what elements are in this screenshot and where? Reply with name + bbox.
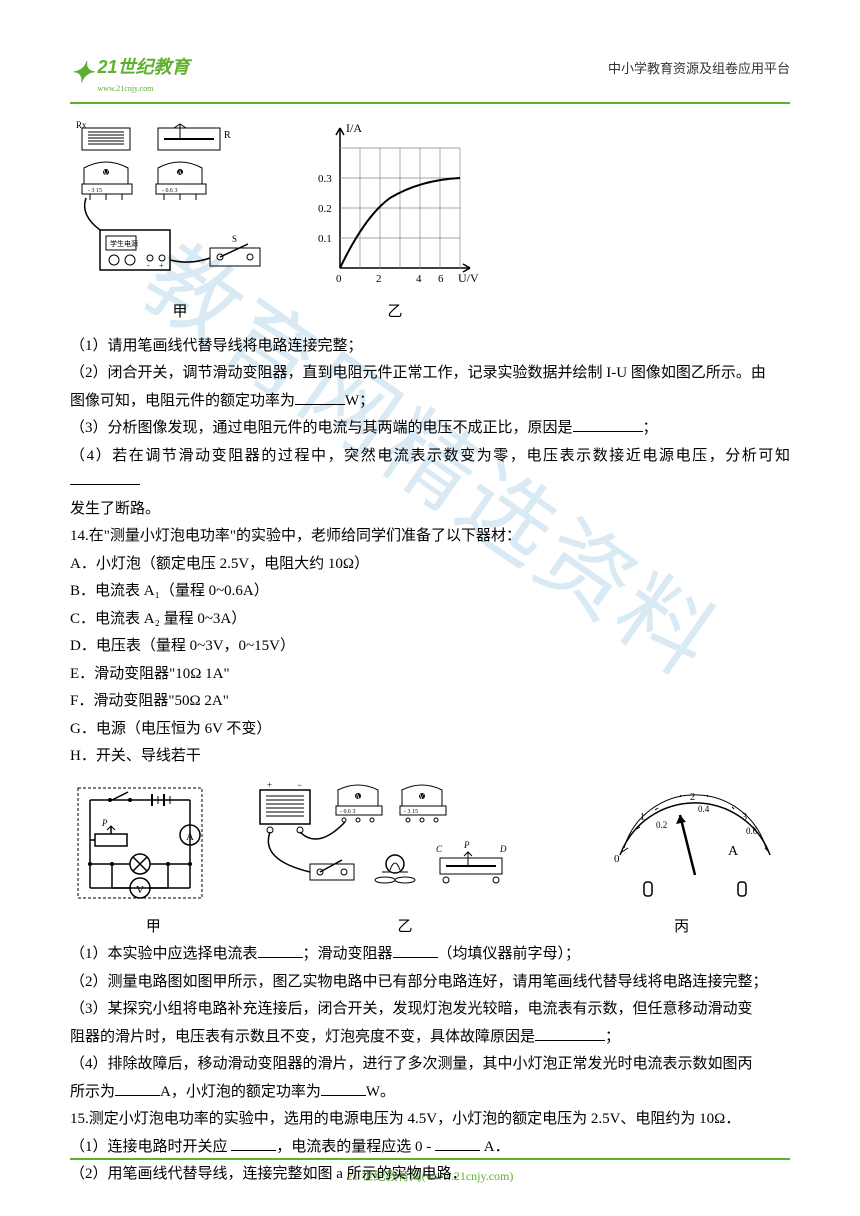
header-divider [70, 102, 790, 104]
svg-text:学生电源: 学生电源 [110, 239, 138, 248]
q14-G: G．电源（电压恒为 6V 不变） [70, 717, 790, 743]
q14-3a: （3）某探究小组将电路补充连接后，闭合开关，发现灯泡发光较暗，电流表有示数，但任… [70, 997, 790, 1023]
q13-1: （1）请用笔画线代替导线将电路连接完整； [70, 334, 790, 360]
q14-E: E．滑动变阻器"10Ω 1A" [70, 662, 790, 688]
q15-1: （1）连接电路时开关应 ，电流表的量程应选 0 - A． [70, 1135, 790, 1161]
svg-text:0.4: 0.4 [698, 804, 710, 814]
ammeter-reading-bing: 0 1 0.2 2 0.4 3 0.6 A [600, 780, 790, 905]
blank-break [70, 470, 140, 485]
q13-2a: （2）闭合开关，调节滑动变阻器，直到电阻元件正常工作，记录实验数据并绘制 I-U… [70, 361, 790, 387]
q14-1: （1）本实验中应选择电流表；滑动变阻器（均填仪器前字母）； [70, 942, 790, 968]
q14-D: D．电压表（量程 0~3V，0~15V） [70, 634, 790, 660]
svg-text:- 3 15: - 3 15 [88, 188, 102, 194]
svg-text:V: V [136, 884, 144, 896]
q13-3: （3）分析图像发现，通过电阻元件的电流与其两端的电压不成正比，原因是； [70, 416, 790, 442]
circuit-schematic-jia: A P V [70, 780, 210, 905]
svg-text:S: S [232, 234, 237, 244]
q13-4b: 发生了断路。 [70, 497, 790, 523]
svg-text:C: C [436, 844, 443, 854]
svg-text:4: 4 [416, 273, 422, 285]
q15-stem: 15.测定小灯泡电功率的实验中，选用的电源电压为 4.5V，小灯泡的额定电压为 … [70, 1107, 790, 1133]
figure-row-mid: A P V [70, 780, 790, 905]
svg-text:A: A [186, 831, 194, 843]
svg-text:- 0.6 3: - 0.6 3 [162, 188, 178, 194]
svg-text:A: A [177, 169, 183, 178]
svg-text:Rx: Rx [76, 120, 87, 130]
svg-text:0.2: 0.2 [318, 203, 332, 215]
content: Rx R V - 3 15 A - 0.6 3 [70, 118, 790, 1188]
svg-text:2: 2 [690, 792, 695, 803]
svg-text:0: 0 [614, 853, 620, 865]
q14-A: A．小灯泡（额定电压 2.5V，电阻大约 10Ω） [70, 552, 790, 578]
svg-text:D: D [499, 844, 507, 854]
q14-stem: 14.在"测量小灯泡电功率"的实验中，老师给同学们准备了以下器材： [70, 524, 790, 550]
fig-label-jia: 甲 [70, 300, 290, 326]
q15-2: （2）用笔画线代替导线，连接完整如图 a 所示的实物电路． [70, 1162, 790, 1188]
svg-text:0.6: 0.6 [746, 826, 758, 836]
q13-4a: （4）若在调节滑动变阻器的过程中，突然电流表示数变为零，电压表示数接近电源电压，… [70, 444, 790, 495]
iv-graph-yi: I/A U/V 0.1 0.2 0.3 0 2 4 6 6 乙 [310, 118, 480, 326]
svg-text:R: R [224, 130, 231, 141]
q14-3b: 阻器的滑片时，电压表有示数且不变，灯泡亮度不变，具体故障原因是； [70, 1025, 790, 1051]
page-header: ✦ 21世纪教育 www.21cnjy.com 中小学教育资源及组卷应用平台 [70, 50, 790, 98]
logo-group: ✦ 21世纪教育 www.21cnjy.com [70, 50, 190, 98]
blank-range [435, 1136, 480, 1151]
svg-text:0.1: 0.1 [318, 233, 332, 245]
svg-text:+: + [267, 780, 272, 790]
q14-4a: （4）排除故障后，移动滑动变阻器的滑片，进行了多次测量，其中小灯泡正常发光时电流… [70, 1052, 790, 1078]
svg-text:0.2: 0.2 [656, 820, 667, 830]
q14-F: F．滑动变阻器"50Ω 2A" [70, 689, 790, 715]
fig-label-yi: 乙 [310, 300, 480, 326]
blank-power [295, 390, 345, 405]
svg-text:V: V [419, 793, 424, 801]
svg-text:A: A [355, 793, 360, 801]
svg-text:P: P [463, 840, 470, 850]
blank-reason [573, 417, 643, 432]
blank-switch [231, 1136, 276, 1151]
svg-text:I/A: I/A [346, 121, 362, 135]
svg-text:V: V [103, 169, 109, 178]
svg-text:0: 0 [336, 273, 342, 285]
q13-2b: 图像可知，电阻元件的额定功率为W； [70, 389, 790, 415]
q14-B: B．电流表 A₁（量程 0~0.6A） [70, 579, 790, 605]
logo-icon: ✦ [70, 50, 93, 98]
svg-text:-: - [147, 261, 150, 270]
svg-text:0.3: 0.3 [318, 173, 332, 185]
blank-rheostat [393, 943, 438, 958]
fig-label-bing: 丙 [587, 915, 777, 941]
svg-text:P: P [101, 818, 108, 828]
logo-text: 21世纪教育 [97, 52, 189, 83]
svg-text:A: A [728, 844, 739, 859]
header-right: 中小学教育资源及组卷应用平台 [608, 58, 790, 80]
blank-power2 [321, 1081, 366, 1096]
fig-label-yi-2: 乙 [250, 915, 560, 941]
svg-text:+: + [159, 261, 164, 270]
fig-label-jia-2: 甲 [83, 915, 223, 941]
svg-text:2: 2 [376, 273, 382, 285]
logo-subtext: www.21cnjy.com [97, 82, 189, 96]
svg-text:−: − [297, 780, 302, 790]
blank-fault [535, 1026, 605, 1041]
svg-text:6: 6 [438, 273, 444, 285]
svg-text:- 3 15: - 3 15 [404, 809, 418, 815]
svg-text:3: 3 [742, 812, 747, 823]
blank-current [115, 1081, 160, 1096]
circuit-figure-jia: Rx R V - 3 15 A - 0.6 3 [70, 120, 290, 326]
blank-ammeter [258, 943, 303, 958]
svg-text:- 0.6 3: - 0.6 3 [340, 809, 356, 815]
q14-C: C．电流表 A₂ 量程 0~3A） [70, 607, 790, 633]
svg-text:U/V: U/V [458, 271, 479, 285]
q14-H: H．开关、导线若干 [70, 744, 790, 770]
q14-4b: 所示为A，小灯泡的额定功率为W。 [70, 1080, 790, 1106]
circuit-physical-yi: + − A - 0.6 3 V - 3 15 [250, 780, 560, 905]
figure-row-top: Rx R V - 3 15 A - 0.6 3 [70, 118, 790, 326]
svg-text:1: 1 [640, 812, 645, 823]
q14-2: （2）测量电路图如图甲所示，图乙实物电路中已有部分电路连好，请用笔画线代替导线将… [70, 970, 790, 996]
mid-figure-labels: 甲 乙 丙 [70, 915, 790, 941]
